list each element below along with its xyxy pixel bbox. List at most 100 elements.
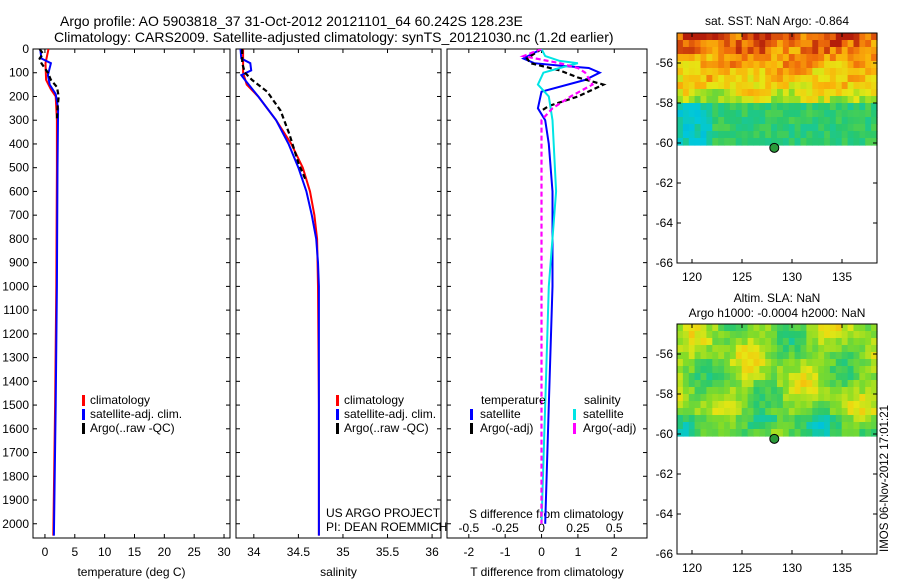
heatmap-cell [847,75,855,83]
heatmap-cell [788,394,796,402]
heatmap-cell [853,138,860,146]
heatmap-cell [729,82,737,90]
heatmap-cell [694,82,702,90]
heatmap-cell [847,68,855,76]
heatmap-cell [753,61,760,69]
heatmap-cell [847,401,855,409]
heatmap-cell [782,380,790,388]
heatmap-cell [741,138,749,146]
heatmap-cell [753,373,760,381]
heatmap-cell [812,373,819,381]
x-tick-label: 0 [42,545,49,559]
heatmap-cell [777,110,784,118]
heatmap-cell [765,373,772,381]
heatmap-cell [812,359,819,367]
heatmap-cell [865,324,872,332]
heatmap-cell [724,103,731,111]
heatmap-cell [871,429,878,437]
heatmap-cell [806,103,813,111]
heatmap-cell [677,422,684,430]
heatmap-cell [771,380,778,388]
heatmap-cell [735,345,743,353]
heatmap-cell [771,401,778,409]
heatmap-cell [718,117,725,125]
heatmap-cell [777,366,784,374]
heatmap-cell [700,33,707,41]
heatmap-cell [824,331,831,339]
heatmap-cell [794,82,802,90]
heatmap-cell [771,359,778,367]
heatmap-cell [835,33,843,41]
heatmap-cell [865,110,872,118]
heatmap-cell [765,345,772,353]
y-tick-label: 1800 [2,469,29,483]
heatmap-cell [706,33,713,41]
heatmap-cell [706,138,713,146]
heatmap-cell [747,422,755,430]
heatmap-cell [841,61,849,69]
heatmap-cell [782,82,790,90]
heatmap-cell [847,359,855,367]
heatmap-cell [682,68,690,76]
heatmap-cell [777,324,784,332]
heatmap-cell [735,338,743,346]
heatmap-cell [771,96,778,104]
heatmap-cell [788,117,796,125]
x-tick-label: 0 [538,545,545,559]
heatmap-cell [682,429,690,437]
heatmap-cell [729,422,737,430]
heatmap-cell [724,89,731,97]
heatmap-cell [735,366,743,374]
heatmap-cell [694,75,702,83]
heatmap-cell [700,68,707,76]
heatmap-cell [794,89,802,97]
heatmap-cell [724,138,731,146]
heatmap-cell [824,117,831,125]
heatmap-cell [765,40,772,48]
heatmap-cell [741,33,749,41]
heatmap-cell [853,338,860,346]
heatmap-cell [735,331,743,339]
heatmap-cell [753,366,760,374]
heatmap-cell [677,33,684,41]
heatmap-cell [841,96,849,104]
heatmap-cell [794,345,802,353]
heatmap-cell [788,54,796,62]
heatmap-cell [824,124,831,132]
heatmap-cell [812,117,819,125]
heatmap-cell [677,138,684,146]
y-tick-label: -66 [656,547,674,561]
heatmap-cell [682,131,690,139]
heatmap-cell [800,331,807,339]
heatmap-cell [735,131,743,139]
temperature-panel: 0100200300400500600700800900100011001200… [2,42,231,579]
heatmap-cell [694,117,702,125]
heatmap-cell [818,110,825,118]
heatmap-cell [759,110,766,118]
heatmap-cell [741,47,749,55]
heatmap-cell [718,359,725,367]
heatmap-cell [729,89,737,97]
heatmap-cell [677,103,684,111]
x-axis-label: temperature (deg C) [77,565,185,579]
heatmap-cell [824,82,831,90]
heatmap-cell [859,110,866,118]
heatmap-cell [788,408,796,416]
heatmap-cell [835,359,843,367]
heatmap-cell [759,352,766,360]
heatmap-cell [765,387,772,395]
heatmap-cell [841,401,849,409]
heatmap-cell [729,338,737,346]
heatmap-cell [759,61,766,69]
heatmap-cell [677,352,684,360]
heatmap-cell [735,124,743,132]
heatmap-cell [800,68,807,76]
heatmap-cell [847,47,855,55]
heatmap-cell [794,429,802,437]
heatmap-cell [853,359,860,367]
heatmap-cell [777,380,784,388]
y-tick-label: 600 [9,184,29,198]
heatmap-cell [735,75,743,83]
heatmap-cell [712,352,719,360]
